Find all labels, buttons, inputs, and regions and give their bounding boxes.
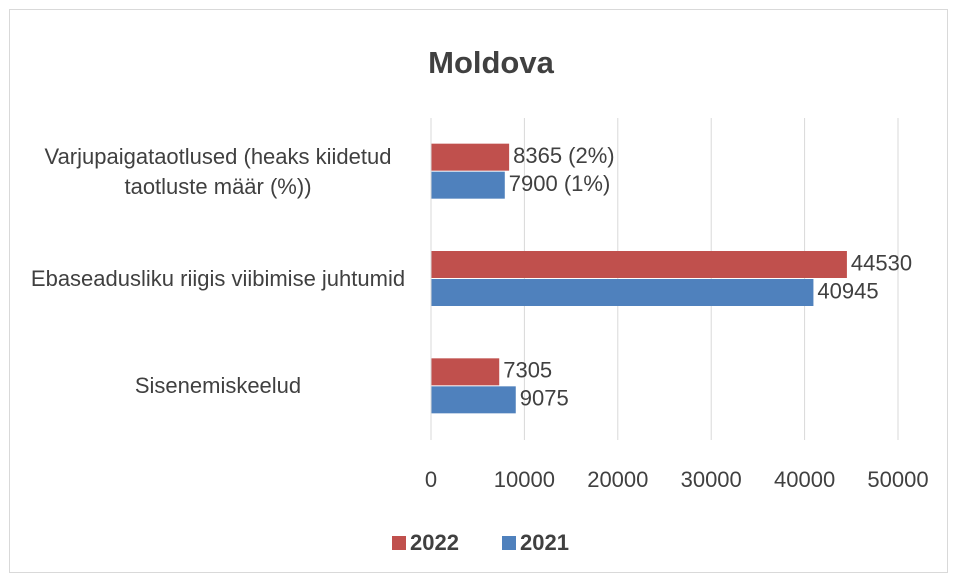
x-tick-label: 50000 xyxy=(867,467,928,492)
y-tick-label: Ebaseadusliku riigis viibimise juhtumid xyxy=(30,266,406,291)
data-label: 44530 xyxy=(851,250,912,275)
legend-label: 2022 xyxy=(410,530,459,555)
bar xyxy=(431,251,847,278)
x-tick-label: 30000 xyxy=(681,467,742,492)
x-tick-label: 0 xyxy=(425,467,437,492)
legend-swatch xyxy=(502,536,516,550)
bar xyxy=(431,279,814,306)
data-label: 8365 (2%) xyxy=(513,143,615,168)
chart-title: Moldova xyxy=(428,45,554,80)
x-tick-label: 10000 xyxy=(494,467,555,492)
legend-label: 2021 xyxy=(520,530,569,555)
bar xyxy=(431,386,516,414)
y-tick-label: Varjupaigataotlused (heaks kiidetud taot… xyxy=(44,143,392,199)
y-tick-label: Sisenemiskeelud xyxy=(134,373,302,399)
x-tick-label: 20000 xyxy=(587,467,648,492)
bar xyxy=(431,143,510,171)
legend-swatch xyxy=(392,536,406,550)
data-label: 7900 (1%) xyxy=(509,171,611,196)
bar xyxy=(431,358,500,386)
data-label: 40945 xyxy=(817,278,878,303)
data-label: 9075 xyxy=(520,386,569,411)
data-label: 7305 xyxy=(503,358,552,383)
x-tick-label: 40000 xyxy=(774,467,835,492)
bar xyxy=(431,171,505,199)
